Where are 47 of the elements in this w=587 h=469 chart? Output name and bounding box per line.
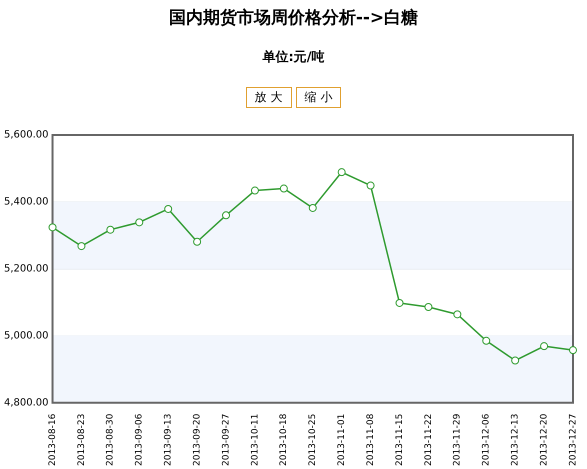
point	[338, 168, 346, 176]
point	[482, 336, 490, 345]
x-tick-label: 2013-11-01	[337, 414, 348, 466]
point	[48, 223, 57, 232]
x-tick-label: 2013-08-23	[76, 414, 87, 466]
x-tick-label: 2013-09-20	[192, 413, 202, 466]
chart-title: 国内期货市场周价格分析-->白糖	[168, 7, 420, 29]
x-tick-label: 2013-10-18	[279, 413, 290, 466]
x-tick-label: 2013-12-13	[510, 414, 521, 466]
point	[308, 204, 317, 212]
y-tick-label: 4,800.00	[4, 397, 49, 408]
x-tick-label: 2013-09-06	[134, 413, 145, 466]
point	[366, 182, 375, 190]
point	[540, 342, 548, 350]
point	[396, 298, 404, 307]
x-tick-label: 2013-11-15	[394, 414, 405, 466]
point	[193, 238, 202, 246]
x-tick-label: 2013-09-13	[164, 414, 174, 466]
chart-subtitle: 单位:元/吨	[262, 49, 326, 66]
y-tick-label: 5,000.00	[4, 330, 49, 342]
point	[77, 242, 86, 250]
point	[511, 356, 520, 365]
x-tick-label: 2013-11-22	[424, 414, 434, 466]
x-tick-label: 2013-09-27	[221, 414, 232, 466]
x-tick-label: 2013-12-06	[482, 413, 492, 466]
x-tick-label: 2013-12-20	[539, 413, 550, 466]
point	[453, 310, 462, 318]
x-tick-label: 2013-08-16	[48, 413, 58, 466]
point	[569, 346, 577, 354]
text: 缩 小	[296, 87, 342, 108]
x-tick-label: 2013-11-29	[452, 413, 463, 466]
point	[280, 184, 288, 193]
point	[424, 302, 432, 311]
x-tick-label: 2013-10-11	[250, 414, 260, 466]
x-tick-label: 2013-08-30	[106, 413, 116, 466]
y-tick-label: 5,400.00	[4, 196, 49, 208]
point	[250, 186, 259, 195]
x-tick-label: 2013-10-25	[308, 414, 318, 466]
point	[106, 226, 114, 234]
x-tick-label: 2013-12-27	[568, 414, 578, 466]
y-tick-label: 5,200.00	[4, 263, 49, 274]
point	[135, 218, 144, 226]
point	[222, 211, 230, 220]
x-tick-label: 2013-11-08	[366, 413, 376, 466]
point	[164, 204, 172, 213]
text: 放 大	[246, 87, 292, 108]
y-tick-label: 5,600.00	[4, 130, 49, 141]
